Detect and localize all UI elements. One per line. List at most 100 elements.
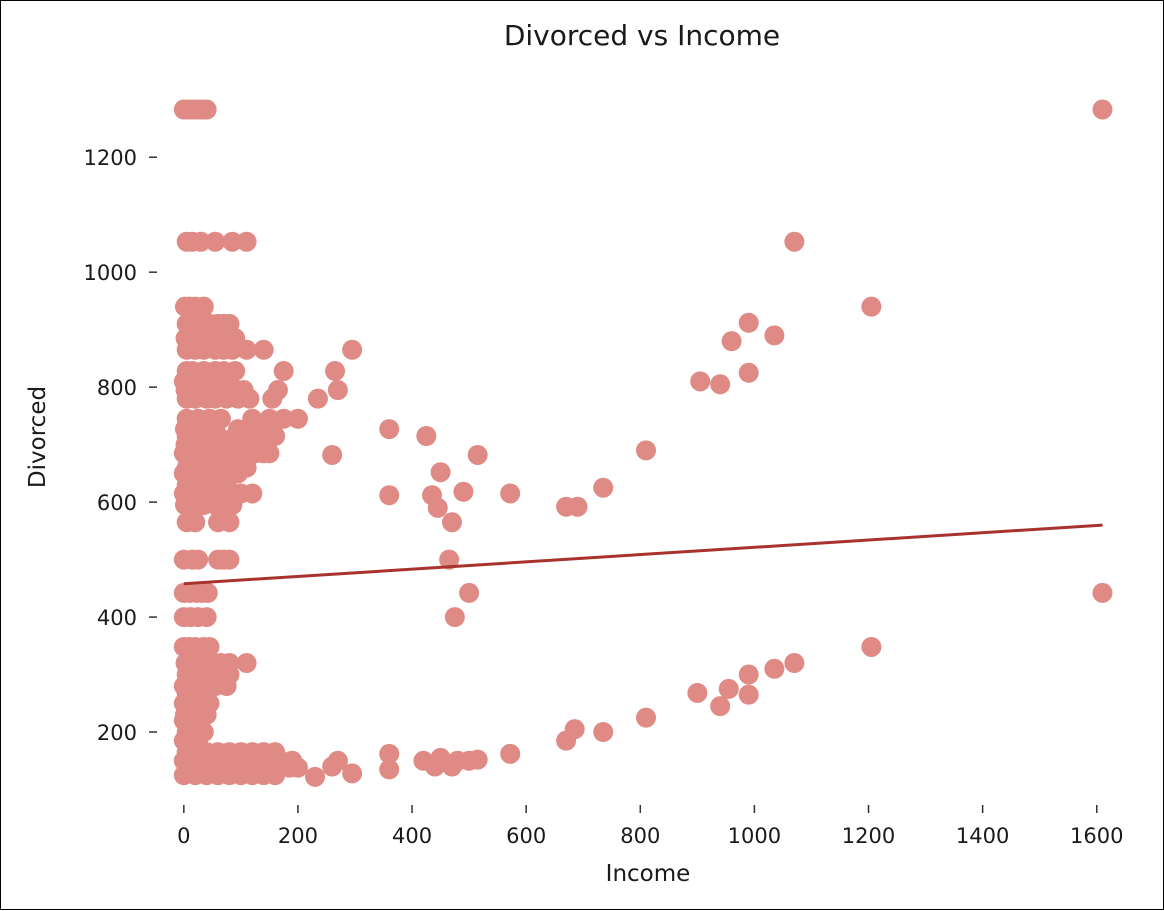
data-point <box>262 388 283 409</box>
data-point <box>236 653 257 674</box>
data-point <box>738 312 759 333</box>
data-point <box>721 331 742 352</box>
data-point <box>197 582 218 603</box>
x-tick-label: 0 <box>177 824 190 848</box>
data-point <box>287 757 308 778</box>
y-tick-label: 1200 <box>84 146 137 170</box>
data-point <box>236 231 257 252</box>
data-point <box>287 408 308 429</box>
data-point <box>273 361 294 382</box>
data-point <box>442 756 462 777</box>
data-point <box>710 374 731 395</box>
x-axis-label: Income <box>606 861 691 887</box>
chart-title: Divorced vs Income <box>504 19 780 52</box>
y-tick-label: 400 <box>97 606 137 630</box>
x-tick-label: 1400 <box>956 824 1009 848</box>
data-point <box>219 512 240 533</box>
y-axis: 200 400 600 800 1000 1200 <box>84 146 157 745</box>
data-point <box>196 99 217 120</box>
y-axis-label: Divorced <box>25 386 51 488</box>
data-point <box>222 339 243 360</box>
data-point <box>322 756 343 777</box>
data-point <box>190 231 211 252</box>
data-point <box>379 485 400 506</box>
data-point <box>690 371 711 392</box>
y-tick-label: 200 <box>97 721 137 745</box>
data-point <box>219 549 240 570</box>
data-point <box>1092 99 1113 120</box>
x-tick-label: 1600 <box>1070 824 1123 848</box>
data-point <box>453 481 474 502</box>
data-point <box>784 231 805 252</box>
data-point <box>467 749 488 770</box>
data-point <box>305 766 326 787</box>
data-point <box>265 765 286 786</box>
y-tick-label: 800 <box>97 376 137 400</box>
data-point <box>342 339 363 360</box>
trendline <box>183 523 1103 586</box>
data-point <box>242 483 263 504</box>
x-tick-label: 600 <box>506 824 546 848</box>
data-point <box>222 494 243 515</box>
x-tick-label: 1200 <box>842 824 895 848</box>
data-point <box>188 549 209 570</box>
y-tick-label: 1000 <box>84 261 137 285</box>
data-point <box>500 483 521 504</box>
x-tick-label: 200 <box>278 824 318 848</box>
data-points <box>173 99 1113 787</box>
data-point <box>764 658 785 679</box>
data-point <box>784 653 805 674</box>
trendline-group <box>183 523 1103 586</box>
data-point <box>439 549 460 570</box>
data-point <box>222 231 243 252</box>
data-point <box>205 231 226 252</box>
data-point <box>459 582 480 603</box>
data-point <box>427 497 448 518</box>
data-point <box>416 426 437 446</box>
data-point <box>764 325 785 346</box>
data-point <box>327 380 348 401</box>
data-point <box>424 756 445 777</box>
data-point <box>556 730 577 751</box>
data-point <box>861 636 882 657</box>
x-axis: 0 200 400 600 800 1000 1200 1400 1600 <box>177 805 1123 848</box>
data-point <box>738 362 759 383</box>
data-point <box>273 408 294 429</box>
data-point <box>593 477 614 498</box>
x-tick-label: 400 <box>392 824 432 848</box>
data-point <box>379 743 400 764</box>
data-point <box>253 339 274 360</box>
data-point <box>259 443 280 464</box>
data-point <box>710 696 731 717</box>
data-point <box>738 664 759 685</box>
data-point <box>342 763 363 784</box>
data-point <box>444 607 465 628</box>
data-point <box>567 496 588 517</box>
data-point <box>430 462 451 483</box>
data-point <box>636 707 656 728</box>
data-point <box>325 361 346 382</box>
data-point <box>687 682 708 703</box>
data-point <box>1092 582 1113 603</box>
data-point <box>379 419 400 440</box>
data-point <box>216 676 237 697</box>
data-point <box>193 296 214 317</box>
data-point <box>199 636 220 657</box>
data-point <box>379 759 400 780</box>
data-point <box>467 444 488 465</box>
data-point <box>718 678 739 699</box>
data-point <box>500 743 521 764</box>
data-point <box>636 440 656 461</box>
x-tick-label: 1000 <box>728 824 781 848</box>
y-tick-label: 600 <box>97 491 137 515</box>
data-point <box>196 607 217 628</box>
x-tick-label: 800 <box>620 824 660 848</box>
data-point <box>593 722 614 743</box>
data-point <box>738 684 759 705</box>
data-point <box>442 512 462 533</box>
data-point <box>861 296 882 317</box>
data-point <box>322 444 343 465</box>
data-point <box>239 388 260 409</box>
